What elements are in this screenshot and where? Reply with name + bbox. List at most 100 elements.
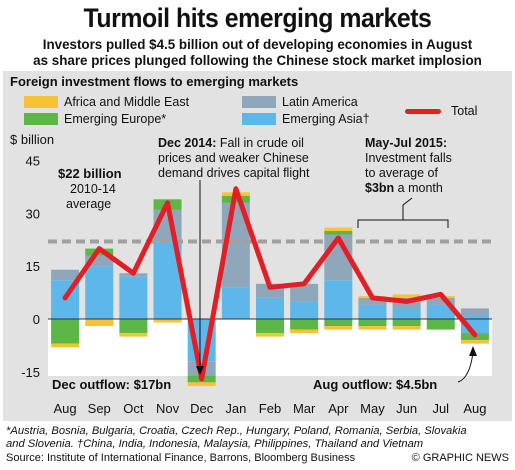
total-point-10 xyxy=(406,300,408,302)
subtitle-line-2: as share prices plunged following the Ch… xyxy=(33,53,482,68)
bar-asia-pos-8 xyxy=(324,280,353,319)
annotation-aug-leader xyxy=(457,351,474,383)
bar-asia-pos-11 xyxy=(426,304,455,319)
legend-label-africa: Africa and Middle East xyxy=(64,95,190,109)
x-tick-label-11: Jul xyxy=(432,401,449,416)
legend-swatch-europe xyxy=(24,113,58,125)
bar-africa-neg-10 xyxy=(392,326,421,330)
legend-label-total: Total xyxy=(451,104,478,118)
bar-europe-neg-10 xyxy=(392,319,421,327)
bar-asia-pos-9 xyxy=(358,304,387,319)
total-point-9 xyxy=(371,297,373,299)
x-tick-label-8: Apr xyxy=(328,401,349,416)
legend-europe: Emerging Europe* xyxy=(24,112,166,126)
footnote: *Austria, Bosnia, Bulgaria, Croatia, Cze… xyxy=(6,425,511,451)
bar-africa-neg-7 xyxy=(290,329,319,334)
bar-africa-neg-0 xyxy=(51,343,80,348)
legend-label-europe: Emerging Europe* xyxy=(64,112,167,126)
bar-asia-pos-7 xyxy=(290,301,319,319)
chart-heading: Foreign investment flows to emerging mar… xyxy=(10,74,299,89)
annotation-mayjul-line4: $3bn a month xyxy=(365,181,443,195)
annotation-mayjul-bracket xyxy=(357,197,449,228)
annotation-dec2014-line1: Dec 2014: Fall in crude oil xyxy=(158,136,304,150)
bar-latin-pos-0 xyxy=(51,269,80,281)
legend-total: Total xyxy=(405,104,477,118)
legend-swatch-latin xyxy=(242,96,276,108)
x-tick-label-9: May xyxy=(360,401,385,416)
bar-asia-pos-2 xyxy=(119,276,148,319)
bar-latin-pos-7 xyxy=(290,283,319,302)
legend-asia: Emerging Asia† xyxy=(242,112,370,126)
x-tick-label-7: Mar xyxy=(293,401,316,416)
total-point-3 xyxy=(167,202,169,204)
total-point-8 xyxy=(337,237,339,239)
credit: © GRAPHIC NEWS xyxy=(411,452,509,464)
bar-europe-neg-9 xyxy=(358,319,387,327)
bar-africa-pos-10 xyxy=(392,294,421,298)
bar-latin-pos-12 xyxy=(460,308,489,316)
bar-asia-pos-12 xyxy=(460,315,489,319)
bar-europe-neg-11 xyxy=(426,319,455,330)
annotation-mayjul-line3: to average of xyxy=(365,166,438,180)
bar-africa-pos-8 xyxy=(324,227,353,231)
total-point-5 xyxy=(235,188,237,190)
x-tick-label-1: Sep xyxy=(88,401,111,416)
x-tick-label-12: Aug xyxy=(463,401,486,416)
chart-title: Turmoil hits emerging markets xyxy=(83,3,432,33)
average-label-line2: 2010-14 xyxy=(70,182,116,196)
average-label-line3: average xyxy=(66,197,111,211)
bar-africa-neg-6 xyxy=(256,333,284,337)
x-tick-label-10: Jun xyxy=(396,401,417,416)
legend-label-asia: Emerging Asia† xyxy=(282,112,370,126)
bar-europe-neg-8 xyxy=(324,319,353,327)
chart-subtitle: Investors pulled $4.5 billion out of dev… xyxy=(0,37,515,69)
bar-latin-pos-1 xyxy=(85,255,114,267)
total-point-2 xyxy=(132,272,134,274)
legend-swatch-africa xyxy=(24,96,58,108)
y-tick-label-4: -15 xyxy=(21,365,40,380)
total-point-4 xyxy=(201,378,203,380)
bar-asia-pos-1 xyxy=(85,266,114,319)
legend-swatch-total xyxy=(405,108,441,114)
annotation-dec-outflow: Dec outflow: $17bn xyxy=(52,377,171,392)
annotation-dec2014-line2: prices and weaker Chinese xyxy=(158,151,309,165)
bar-africa-neg-12 xyxy=(460,340,489,344)
bar-latin-pos-9 xyxy=(358,297,387,305)
legend-africa: Africa and Middle East xyxy=(24,95,189,109)
bar-africa-neg-9 xyxy=(358,326,387,330)
total-point-0 xyxy=(64,297,66,299)
annotation-mayjul-line1: May-Jul 2015: xyxy=(365,136,447,150)
bar-latin-pos-11 xyxy=(426,297,455,305)
bar-africa-neg-8 xyxy=(324,326,353,330)
bar-africa-neg-2 xyxy=(119,333,148,337)
subtitle-line-1: Investors pulled $4.5 billion out of dev… xyxy=(42,37,473,52)
x-tick-label-2: Oct xyxy=(123,401,144,416)
footnote-line-2: and Slovenia. †China, India, Indonesia, … xyxy=(6,438,424,450)
x-tick-label-6: Feb xyxy=(259,401,281,416)
source-note: Source: Institute of International Finan… xyxy=(6,452,356,464)
annotation-aug-arrowhead xyxy=(469,346,477,356)
x-tick-label-5: Jan xyxy=(225,401,246,416)
total-point-7 xyxy=(303,283,305,285)
bar-asia-pos-5 xyxy=(221,287,250,319)
bar-asia-pos-6 xyxy=(256,297,284,319)
y-tick-label-1: 30 xyxy=(26,206,40,221)
legend-label-latin: Latin America xyxy=(282,95,358,109)
bar-europe-neg-2 xyxy=(119,319,148,334)
bar-africa-neg-1 xyxy=(85,319,114,327)
annotation-mayjul-line2: Investment falls xyxy=(365,151,452,165)
y-tick-label-3: 0 xyxy=(33,312,40,327)
y-tick-label-2: 15 xyxy=(26,259,40,274)
bar-europe-neg-0 xyxy=(51,319,80,344)
footnote-line-1: *Austria, Bosnia, Bulgaria, Croatia, Cze… xyxy=(6,425,467,437)
total-point-11 xyxy=(440,293,442,295)
bar-asia-pos-10 xyxy=(392,308,421,319)
annotation-dec2014-line3: demand drives capital flight xyxy=(158,166,310,180)
total-point-1 xyxy=(98,248,100,250)
annotation-aug-outflow: Aug outflow: $4.5bn xyxy=(313,377,437,392)
bar-africa-neg-3 xyxy=(153,319,182,323)
legend-swatch-asia xyxy=(242,113,276,125)
average-label: $22 billion xyxy=(58,166,122,181)
total-point-6 xyxy=(269,286,271,288)
